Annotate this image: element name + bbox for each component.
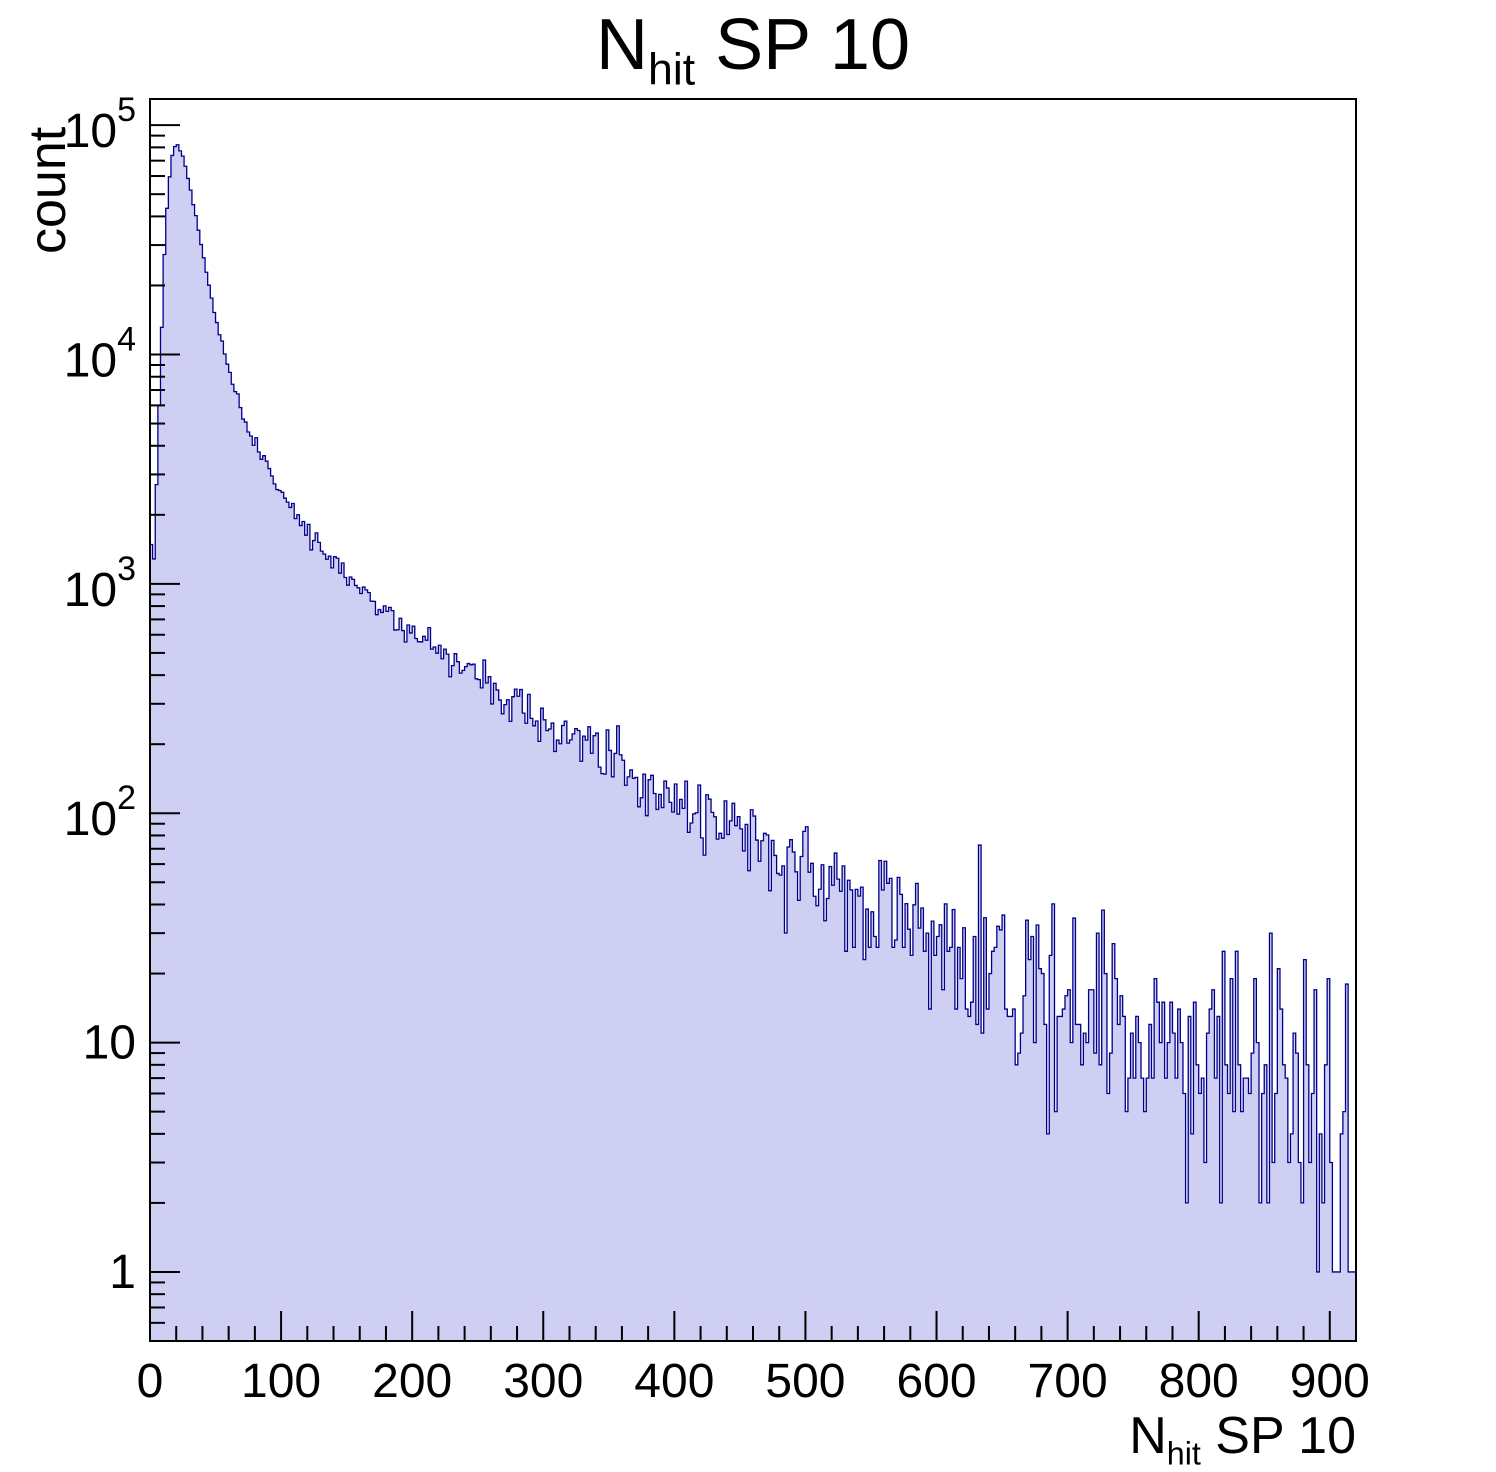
- x-tick-label: 200: [372, 1355, 452, 1408]
- x-tick-label: 300: [503, 1355, 583, 1408]
- y-tick-label: 105: [64, 91, 136, 158]
- chart-title-rest: SP 10: [695, 5, 910, 85]
- y-tick-label: 10: [83, 1017, 136, 1070]
- x-axis-title-rest: SP 10: [1200, 1407, 1356, 1465]
- y-axis: 1 10 102 103 104 105: [64, 91, 180, 1342]
- x-axis: 0 100 200 300 400 500 600 700 800 900: [137, 1311, 1370, 1408]
- x-tick-label: 400: [634, 1355, 714, 1408]
- x-tick-label: 900: [1290, 1355, 1370, 1408]
- y-tick-label: 1: [109, 1246, 136, 1299]
- y-tick-label: 104: [64, 320, 136, 387]
- x-axis-title-base: N: [1129, 1407, 1167, 1465]
- x-tick-label: 500: [765, 1355, 845, 1408]
- histogram-series: [149, 144, 1357, 1342]
- chart-title: Nhit SP 10: [150, 4, 1356, 95]
- x-tick-label: 700: [1028, 1355, 1108, 1408]
- y-tick-label: 102: [64, 779, 136, 846]
- x-tick-label: 800: [1159, 1355, 1239, 1408]
- x-axis-title: Nhit SP 10: [1129, 1406, 1356, 1472]
- y-tick-label: 103: [64, 550, 136, 617]
- x-tick-label: 100: [241, 1355, 321, 1408]
- x-axis-title-subscript: hit: [1166, 1435, 1201, 1472]
- chart-title-base: N: [596, 5, 648, 85]
- x-tick-label: 600: [896, 1355, 976, 1408]
- histogram-fill: [149, 144, 1357, 1342]
- x-tick-label: 0: [137, 1355, 164, 1408]
- chart-title-subscript: hit: [648, 45, 696, 95]
